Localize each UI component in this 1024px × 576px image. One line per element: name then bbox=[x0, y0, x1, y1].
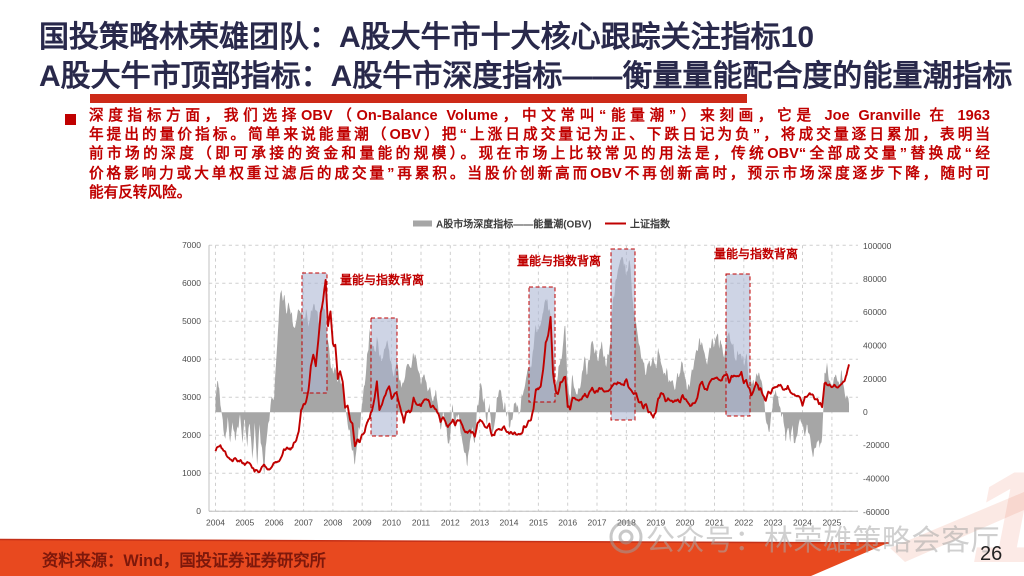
svg-text:40000: 40000 bbox=[863, 341, 887, 351]
svg-text:100000: 100000 bbox=[863, 241, 892, 251]
svg-text:4000: 4000 bbox=[182, 354, 201, 364]
svg-text:量能与指数背离: 量能与指数背离 bbox=[517, 253, 601, 268]
svg-text:7000: 7000 bbox=[182, 240, 201, 250]
svg-text:上证指数: 上证指数 bbox=[630, 218, 671, 231]
svg-text:2006: 2006 bbox=[265, 518, 284, 528]
svg-text:2022: 2022 bbox=[734, 518, 753, 528]
svg-text:2015: 2015 bbox=[529, 518, 548, 528]
svg-text:-20000: -20000 bbox=[863, 440, 890, 450]
svg-text:2025: 2025 bbox=[822, 518, 841, 528]
svg-text:2013: 2013 bbox=[470, 518, 489, 528]
svg-text:2012: 2012 bbox=[441, 518, 460, 528]
svg-text:2010: 2010 bbox=[382, 518, 401, 528]
svg-text:2014: 2014 bbox=[500, 518, 519, 528]
svg-text:0: 0 bbox=[196, 506, 201, 516]
svg-text:2016: 2016 bbox=[558, 518, 577, 528]
svg-text:60000: 60000 bbox=[863, 307, 887, 317]
svg-text:2005: 2005 bbox=[235, 518, 254, 528]
svg-text:2020: 2020 bbox=[676, 518, 695, 528]
svg-text:2021: 2021 bbox=[705, 518, 724, 528]
svg-text:2004: 2004 bbox=[206, 518, 225, 528]
svg-text:2011: 2011 bbox=[412, 518, 431, 528]
svg-text:2009: 2009 bbox=[353, 518, 372, 528]
svg-text:0: 0 bbox=[863, 407, 868, 417]
svg-text:1000: 1000 bbox=[182, 468, 201, 478]
svg-text:2000: 2000 bbox=[182, 430, 201, 440]
svg-text:3000: 3000 bbox=[182, 392, 201, 402]
svg-text:-40000: -40000 bbox=[863, 474, 890, 484]
svg-text:2019: 2019 bbox=[646, 518, 665, 528]
svg-text:2023: 2023 bbox=[764, 518, 783, 528]
svg-text:2024: 2024 bbox=[793, 518, 812, 528]
svg-text:量能与指数背离: 量能与指数背离 bbox=[714, 246, 798, 261]
svg-text:5000: 5000 bbox=[182, 316, 201, 326]
svg-text:80000: 80000 bbox=[863, 274, 887, 284]
svg-text:2007: 2007 bbox=[294, 518, 313, 528]
svg-text:20000: 20000 bbox=[863, 374, 887, 384]
svg-text:6000: 6000 bbox=[182, 278, 201, 288]
svg-text:2017: 2017 bbox=[588, 518, 607, 528]
svg-text:2008: 2008 bbox=[323, 518, 342, 528]
svg-text:-60000: -60000 bbox=[863, 507, 890, 517]
svg-text:量能与指数背离: 量能与指数背离 bbox=[340, 272, 424, 287]
svg-text:2018: 2018 bbox=[617, 518, 636, 528]
svg-text:A股市场深度指标——能量潮(OBV): A股市场深度指标——能量潮(OBV) bbox=[436, 218, 592, 231]
